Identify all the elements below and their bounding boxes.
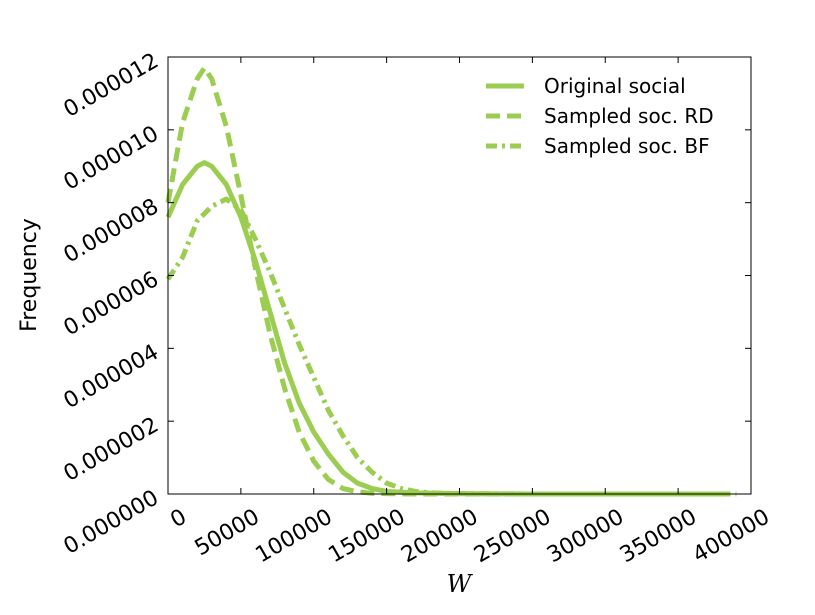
x-tick-label: 50000: [191, 505, 264, 562]
y-tick-label: 0.000012: [60, 49, 163, 123]
y-tick-label: 0.000004: [60, 340, 163, 414]
x-tick-label: 200000: [397, 505, 482, 569]
x-tick-label: 100000: [252, 505, 337, 569]
x-tick-label: 0: [166, 505, 191, 534]
x-axis-title: W: [447, 570, 474, 598]
x-tick-label: 400000: [689, 505, 774, 569]
plot-area: [168, 57, 751, 494]
y-axis-title: Frequency: [17, 218, 42, 332]
x-tick-label: 350000: [616, 505, 701, 569]
x-tick-label: 150000: [324, 505, 409, 569]
legend-label-2: Sampled soc. RD: [544, 104, 714, 128]
y-tick-label: 0.000010: [60, 121, 163, 195]
legend-label-3: Sampled soc. BF: [544, 134, 710, 158]
y-tick-label: 0.000002: [60, 413, 163, 487]
y-tick-label: 0.000008: [60, 194, 163, 268]
x-tick-label: 300000: [543, 505, 628, 569]
y-tick-label: 0.000000: [60, 486, 163, 560]
series-line-2: [165, 65, 722, 497]
x-tick-label: 250000: [470, 505, 555, 569]
y-tick-label: 0.000006: [60, 267, 163, 341]
legend: Original social Sampled soc. RD Sampled so…: [486, 74, 714, 158]
legend-label-1: Original social: [544, 74, 686, 98]
